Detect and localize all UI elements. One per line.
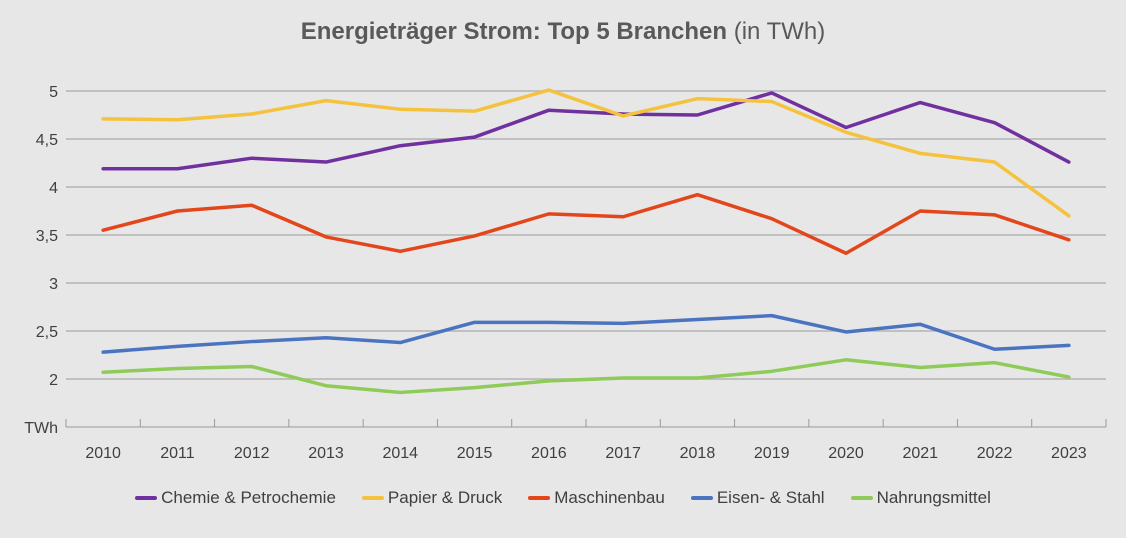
x-tick-label: 2023 [1051,445,1087,462]
x-tick-label: 2011 [160,445,195,462]
legend-swatch [850,496,873,500]
y-tick-label: 4 [49,180,58,197]
chart-title-unit: (in TWh) [733,18,826,45]
legend-item: Chemie & Petrochemie [135,488,336,508]
legend-item: Nahrungsmittel [850,488,991,508]
x-tick-label: 2017 [605,445,641,462]
legend-swatch [361,496,384,500]
x-tick-label: 2015 [457,445,493,462]
legend-item: Eisen- & Stahl [690,488,825,508]
x-tick-label: 2016 [531,445,567,462]
y-tick-label: 3 [49,276,58,293]
y-tick-label: 4,5 [36,132,58,149]
y-tick-label: 3,5 [36,228,58,245]
legend-swatch [528,496,551,500]
legend-swatch [135,496,158,500]
legend-label: Eisen- & Stahl [716,488,825,507]
chart-title-main: Energieträger Strom: Top 5 Branchen [300,18,728,45]
x-tick-label: 2019 [754,445,790,462]
series-line [101,313,1071,354]
legend-label: Papier & Druck [387,488,503,507]
series-line [101,192,1071,255]
x-tick-label: 2022 [977,445,1013,462]
series-line [101,91,1071,171]
x-tick-label: 2012 [234,445,270,462]
legend-label: Chemie & Petrochemie [161,488,336,507]
series-line [101,88,1071,218]
y-tick-label: 2 [49,372,58,389]
y-tick-label: 2,5 [36,324,58,341]
legend: Chemie & Petrochemie Papier & Druck Maschi… [0,488,1126,508]
x-tick-label: 2010 [85,445,121,462]
series-line [101,358,1071,395]
chart-title: Energieträger Strom: Top 5 Branchen (in … [0,18,1126,46]
x-tick-label: 2021 [902,445,938,462]
legend-item: Maschinenbau [528,488,665,508]
y-tick-label: 5 [49,84,58,101]
legend-label: Maschinenbau [554,488,665,507]
y-tick-label: TWh [24,420,58,437]
legend-swatch [690,496,713,500]
x-tick-label: 2013 [308,445,344,462]
legend-item: Papier & Druck [361,488,503,508]
x-tick-label: 2014 [382,445,418,462]
legend-label: Nahrungsmittel [876,488,991,507]
x-tick-label: 2018 [680,445,716,462]
x-tick-label: 2020 [828,445,864,462]
